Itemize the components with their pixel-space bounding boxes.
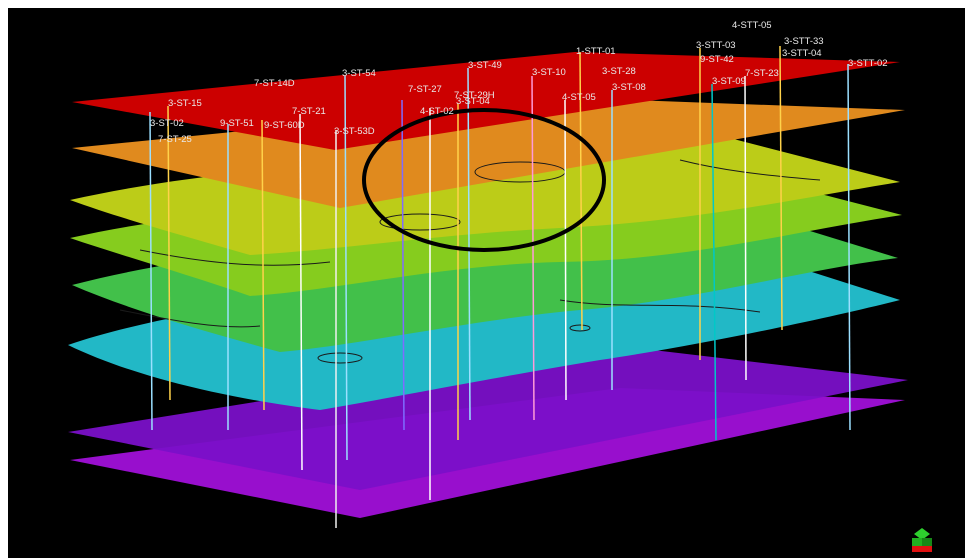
well-label-9-ST-51: 9-ST-51 bbox=[220, 118, 254, 129]
well-sticks bbox=[149, 45, 851, 528]
well-label-3-STT-02: 3-STT-02 bbox=[848, 58, 888, 69]
well-label-3-ST-04: 3-ST-04 bbox=[456, 96, 490, 107]
well-label-3-ST-28: 3-ST-28 bbox=[602, 66, 636, 77]
well-label-7-ST-23: 7-ST-23 bbox=[745, 68, 779, 79]
well-label-3-STT-04: 3-STT-04 bbox=[782, 48, 822, 59]
horizons bbox=[68, 52, 908, 518]
well-label-1-STT-01: 1-STT-01 bbox=[576, 46, 616, 57]
well-label-3-ST-09: 3-ST-09 bbox=[712, 76, 746, 87]
well-label-4-ST-02: 4-ST-02 bbox=[420, 106, 454, 117]
horizon-7 bbox=[68, 345, 908, 490]
axis-cube-icon[interactable] bbox=[912, 528, 932, 552]
well-label-3-STT-33: 3-STT-33 bbox=[784, 36, 824, 47]
horizon-1 bbox=[72, 52, 900, 150]
well-label-3-STT-03: 3-STT-03 bbox=[696, 40, 736, 51]
well-label-3-ST-53D: 3-ST-53D bbox=[334, 126, 375, 137]
well-label-7-ST-27: 7-ST-27 bbox=[408, 84, 442, 95]
well-label-3-ST-08: 3-ST-08 bbox=[612, 82, 646, 93]
horizon-2 bbox=[72, 98, 905, 208]
well-label-3-ST-10: 3-ST-10 bbox=[532, 67, 566, 78]
well-label-4-ST-05: 4-ST-05 bbox=[562, 92, 596, 103]
well-label-3-ST-49: 3-ST-49 bbox=[468, 60, 502, 71]
well-label-7-ST-14D: 7-ST-14D bbox=[254, 78, 295, 89]
well-label-3-ST-15: 3-ST-15 bbox=[168, 98, 202, 109]
well-label-3-ST-54: 3-ST-54 bbox=[342, 68, 376, 79]
well-label-9-ST-60D: 9-ST-60D bbox=[264, 120, 305, 131]
well-label-4-STT-05: 4-STT-05 bbox=[732, 20, 772, 31]
highlight-circle[interactable] bbox=[362, 108, 606, 252]
horizon-3 bbox=[70, 120, 900, 255]
well-labels: 4-STT-05 3-STT-33 1-STT-01 3-STT-03 3-ST… bbox=[150, 20, 888, 145]
well-label-9-ST-42: 9-ST-42 bbox=[700, 54, 734, 65]
well-label-3-ST-02: 3-ST-02 bbox=[150, 118, 184, 129]
well-label-7-ST-21: 7-ST-21 bbox=[292, 106, 326, 117]
well-label-7-ST-25: 7-ST-25 bbox=[158, 134, 192, 145]
well-label-7-ST-29H: 7-ST-29H bbox=[454, 90, 495, 101]
